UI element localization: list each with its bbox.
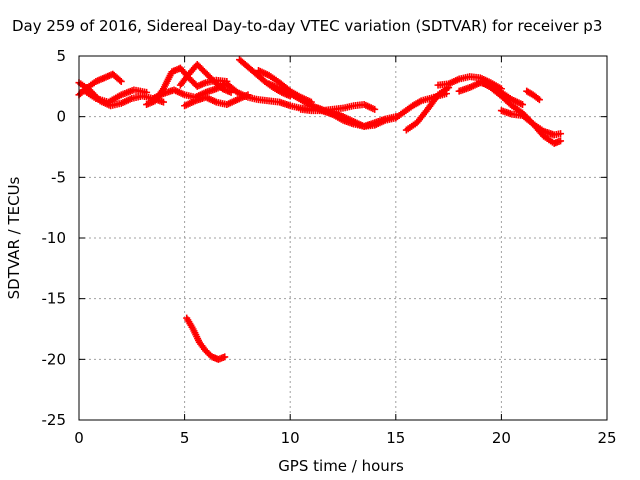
- y-tick-label: -5: [51, 168, 66, 186]
- series-track-14: [328, 109, 400, 130]
- data-point: [519, 101, 527, 109]
- y-tick-label: -20: [42, 350, 67, 368]
- x-tick-label: 0: [74, 429, 84, 447]
- y-tick-label: 5: [56, 47, 66, 65]
- data-point: [557, 137, 565, 145]
- y-tick-label: -15: [42, 290, 67, 308]
- x-tick-label: 15: [386, 429, 405, 447]
- data-point: [371, 105, 379, 113]
- data-point: [116, 76, 124, 84]
- data-point: [535, 96, 543, 104]
- x-tick-label: 20: [492, 429, 511, 447]
- x-tick-label: 5: [180, 429, 190, 447]
- tick-layer: 0 5 10 15 20 25 5 0 -5 -10 -15 -20 -25: [42, 47, 617, 447]
- series-track-3: [79, 86, 151, 106]
- series-track-6: [176, 60, 235, 96]
- data-point: [557, 130, 565, 138]
- chart-title: Day 259 of 2016, Sidereal Day-to-day VTE…: [12, 17, 602, 35]
- grid-layer: [79, 56, 607, 420]
- y-tick-label: -25: [42, 411, 67, 429]
- series-track-15: [392, 90, 450, 122]
- data-point: [117, 77, 125, 85]
- series-track-7: [181, 91, 252, 110]
- series-track-20: [497, 107, 565, 147]
- x-tick-label: 25: [597, 429, 616, 447]
- data-point: [143, 88, 151, 96]
- series-track-22: [183, 314, 229, 363]
- series-track-21: [523, 87, 543, 104]
- data-point: [159, 98, 167, 106]
- x-axis-title: GPS time / hours: [278, 457, 404, 475]
- y-tick-label: 0: [56, 108, 66, 126]
- y-axis-title: SDTVAR / TECUs: [5, 176, 23, 299]
- data-layer: [75, 56, 565, 363]
- y-tick-label: -10: [42, 229, 67, 247]
- x-tick-label: 10: [281, 429, 300, 447]
- data-point: [221, 353, 229, 361]
- series-track-10: [255, 67, 315, 106]
